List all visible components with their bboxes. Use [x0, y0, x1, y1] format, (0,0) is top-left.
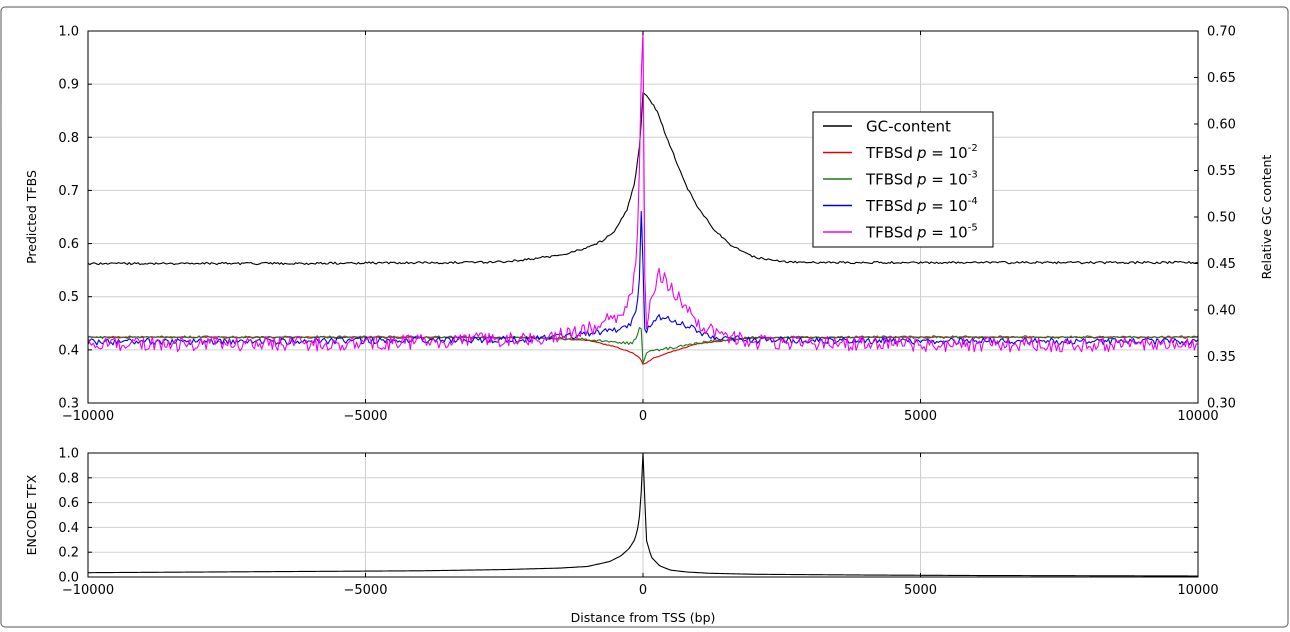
legend-label: GC-content [866, 118, 951, 136]
x-axis-label: Distance from TSS (bp) [571, 610, 716, 625]
y-tick-label: 0.9 [58, 78, 79, 93]
y-axis-label: ENCODE TFX [24, 474, 39, 555]
y-tick-label: 1.0 [58, 447, 79, 462]
series-line [87, 327, 1199, 364]
x-tick-label: 0 [639, 583, 647, 598]
y2-tick-label: 0.40 [1207, 304, 1236, 319]
x-tick-label: 5000 [904, 583, 937, 598]
y2-tick-label: 0.70 [1207, 25, 1236, 40]
y-tick-label: 0.3 [58, 397, 79, 412]
y-tick-label: 0.6 [58, 237, 79, 252]
y-tick-label: 0.2 [58, 546, 79, 561]
y2-tick-label: 0.55 [1207, 164, 1236, 179]
series-line [87, 211, 1199, 346]
legend-label: TFBSd [865, 224, 913, 242]
y-tick-label: 0.6 [58, 496, 79, 511]
legend-math: p = 10-5 [916, 223, 978, 242]
y2-tick-label: 0.65 [1207, 71, 1236, 86]
legend-label: TFBSd [865, 171, 913, 189]
legend-math: p = 10-4 [916, 196, 978, 215]
y2-tick-label: 0.60 [1207, 118, 1236, 133]
x-tick-label: 5000 [904, 409, 937, 424]
x-tick-label: 10000 [1177, 409, 1218, 424]
y2-axis-label: Relative GC content [1259, 155, 1274, 280]
legend-label: TFBSd [865, 197, 913, 215]
x-tick-label: −10000 [62, 409, 114, 424]
y2-tick-label: 0.45 [1207, 257, 1236, 272]
y-tick-label: 0.8 [58, 471, 79, 486]
legend-math: p = 10-2 [916, 143, 978, 162]
y-tick-label: 0.4 [58, 343, 79, 358]
x-tick-label: 10000 [1177, 583, 1218, 598]
legend-math: p = 10-3 [916, 170, 978, 189]
figure-border [0, 6, 1289, 628]
x-tick-label: 0 [639, 409, 647, 424]
bottom-chart: −10000 −5000 0 5000 10000 0.0 0.2 0.4 0.6 0.8 1.0 E… [24, 447, 1219, 626]
y2-tick-label: 0.50 [1207, 211, 1236, 226]
y-tick-label: 0.0 [58, 571, 79, 586]
y-axis-label: Predicted TFBS [24, 170, 39, 264]
x-tick-label: −5000 [344, 583, 388, 598]
y2-tick-label: 0.30 [1207, 397, 1236, 412]
legend-label: TFBSd [865, 144, 913, 162]
top-chart: −10000 −5000 0 5000 10000 0.3 0.4 0.5 0.6 0.7 0.8 0… [24, 25, 1274, 425]
x-tick-label: −10000 [62, 583, 114, 598]
y-tick-label: 1.0 [58, 25, 79, 40]
y-tick-label: 0.8 [58, 131, 79, 146]
x-tick-label: −5000 [344, 409, 388, 424]
y-tick-label: 0.4 [58, 521, 79, 536]
y2-tick-label: 0.35 [1207, 350, 1236, 365]
y-tick-label: 0.7 [58, 184, 79, 199]
y-tick-label: 0.5 [58, 290, 79, 305]
